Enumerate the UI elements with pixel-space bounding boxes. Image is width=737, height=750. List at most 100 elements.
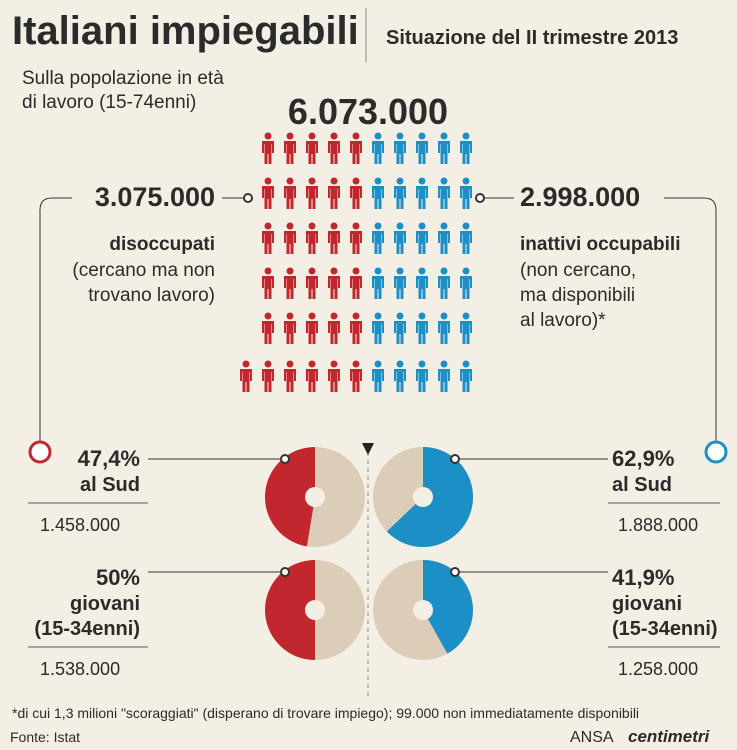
group-description: ma disponibili: [520, 285, 635, 306]
person-icon: [372, 132, 384, 164]
person-icon: [262, 267, 274, 299]
title: Italiani impiegabili: [12, 9, 359, 53]
person-icon: [438, 312, 450, 344]
stat-group: (15-34enni): [34, 618, 140, 640]
person-icon: [284, 177, 296, 209]
pie-hole: [305, 487, 325, 507]
subtitle: Situazione del II trimestre 2013: [386, 27, 678, 49]
person-icon: [284, 360, 296, 392]
person-icon: [328, 132, 340, 164]
person-icon: [350, 132, 362, 164]
connector: [39, 197, 72, 442]
population-note: di lavoro (15-74enni): [22, 92, 196, 113]
person-icon: [416, 222, 428, 254]
person-icon: [328, 177, 340, 209]
person-icon: [416, 132, 428, 164]
group-circle: [28, 440, 52, 464]
pie-slice: [265, 560, 315, 660]
stat-dot: [450, 567, 460, 577]
stat-group: al Sud: [612, 474, 672, 496]
person-icon: [262, 312, 274, 344]
person-icon: [306, 177, 318, 209]
person-icon: [460, 222, 472, 254]
pie-hole: [413, 487, 433, 507]
person-icon: [328, 267, 340, 299]
agency: ANSA: [570, 729, 614, 746]
person-icon: [284, 222, 296, 254]
pie-slice: [423, 560, 473, 654]
person-icon: [372, 360, 384, 392]
pie-hole: [413, 600, 433, 620]
person-icon: [262, 222, 274, 254]
person-icon: [328, 312, 340, 344]
person-icon: [240, 360, 252, 392]
connector-dot: [243, 193, 253, 203]
person-icon: [416, 177, 428, 209]
person-icon: [350, 222, 362, 254]
person-icon: [262, 177, 274, 209]
person-icon: [328, 222, 340, 254]
stat-count: 1.888.000: [618, 515, 698, 535]
person-icon: [438, 267, 450, 299]
person-icon: [372, 267, 384, 299]
connector: [664, 197, 717, 442]
person-icon: [416, 360, 428, 392]
person-icon: [460, 177, 472, 209]
population-note: Sulla popolazione in età: [22, 68, 224, 89]
connector-dot: [475, 193, 485, 203]
person-icon: [438, 132, 450, 164]
stat-percent: 41,9%: [612, 565, 674, 590]
total: 6.073.000: [288, 91, 448, 132]
stat-count: 1.258.000: [618, 659, 698, 679]
person-icon: [460, 360, 472, 392]
person-icon: [372, 312, 384, 344]
stat-count: 1.538.000: [40, 659, 120, 679]
person-icon: [350, 177, 362, 209]
person-icon: [394, 132, 406, 164]
person-icon: [284, 267, 296, 299]
source: Fonte: Istat: [10, 729, 80, 745]
group-value: 3.075.000: [95, 182, 215, 212]
person-icon: [394, 267, 406, 299]
stat-dot: [450, 454, 460, 464]
person-icon: [394, 360, 406, 392]
person-icon: [372, 177, 384, 209]
group-description: al lavoro)*: [520, 310, 606, 331]
person-icon: [350, 267, 362, 299]
person-icon: [394, 222, 406, 254]
person-icon: [460, 312, 472, 344]
group-description: (non cercano,: [520, 260, 636, 281]
stat-count: 1.458.000: [40, 515, 120, 535]
group-circle: [704, 440, 728, 464]
person-icon: [306, 222, 318, 254]
pie-hole: [305, 600, 325, 620]
pie-slice: [265, 446, 315, 547]
stat-group: (15-34enni): [612, 618, 718, 640]
person-icon: [262, 360, 274, 392]
center-marker: [362, 443, 374, 455]
person-icon: [284, 132, 296, 164]
group-value: 2.998.000: [520, 182, 640, 212]
stat-dot: [280, 454, 290, 464]
stat-group: giovani: [612, 593, 682, 615]
person-icon: [416, 312, 428, 344]
person-icon: [372, 222, 384, 254]
person-icon: [438, 222, 450, 254]
person-icon: [350, 360, 362, 392]
person-icon: [262, 132, 274, 164]
stat-group: giovani: [70, 593, 140, 615]
person-icon: [460, 132, 472, 164]
person-icon: [460, 267, 472, 299]
person-icon: [284, 312, 296, 344]
brand: centimetri: [628, 727, 711, 746]
person-icon: [394, 312, 406, 344]
stat-dot: [280, 567, 290, 577]
person-icon: [306, 312, 318, 344]
stat-group: al Sud: [80, 474, 140, 496]
person-icon: [306, 267, 318, 299]
stat-percent: 62,9%: [612, 446, 674, 471]
person-icon: [416, 267, 428, 299]
person-icon: [328, 360, 340, 392]
person-icon: [306, 360, 318, 392]
